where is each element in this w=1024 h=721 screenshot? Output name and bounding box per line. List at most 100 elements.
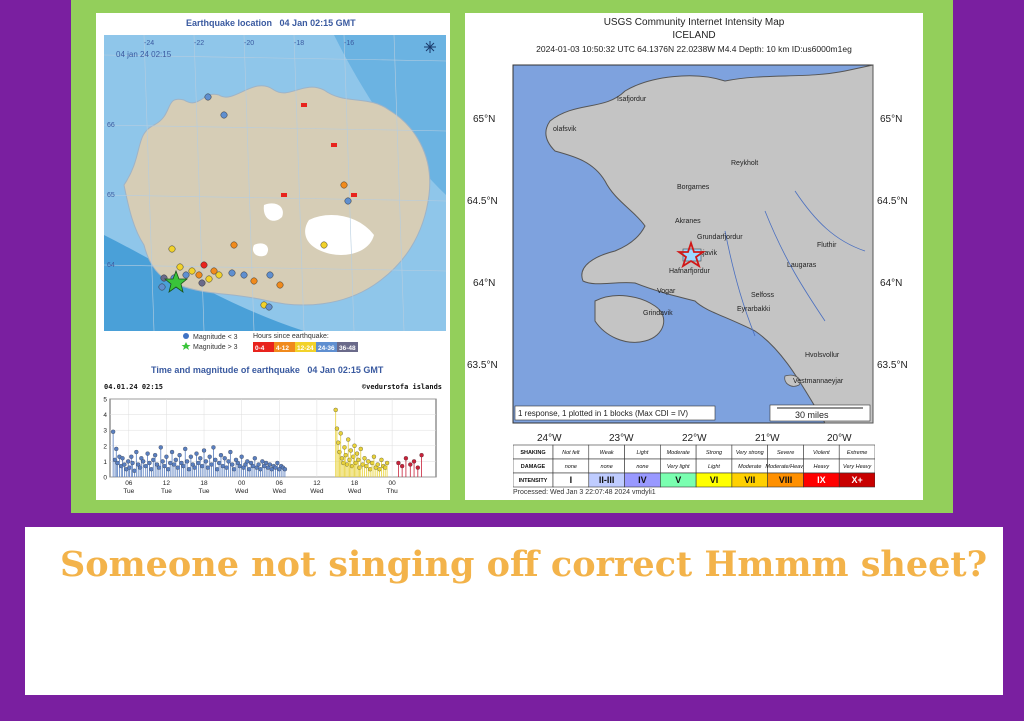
- grid-line: [343, 35, 355, 331]
- chart-x-tick-label: 06: [276, 480, 284, 487]
- chart-point: [408, 462, 413, 467]
- chart-y-tick-label: 4: [103, 412, 107, 419]
- chart-point: [211, 445, 216, 450]
- table-cell-text: none: [636, 464, 648, 470]
- legend-mag-gt: Magnitude > 3: [193, 344, 238, 351]
- map-legend: Magnitude < 3 Magnitude > 3 Hours since …: [181, 333, 358, 352]
- earthquake-marker: [205, 275, 213, 283]
- lat-label: 64.5°N: [877, 196, 908, 207]
- earthquake-marker: [344, 197, 352, 205]
- chart-point: [343, 453, 348, 458]
- earthquake-marker: [188, 267, 196, 275]
- chart-point: [245, 459, 250, 464]
- earthquake-marker: [320, 241, 328, 249]
- chart-point: [252, 456, 257, 461]
- map-title-row: Earthquake location 04 Jan 02:15 GMT: [186, 18, 356, 28]
- chart-point: [216, 460, 222, 466]
- intensity-scale-table: SHAKING DAMAGE INTENSITY Not felt none I Weak n…: [513, 444, 875, 488]
- table-cell-text: IV: [638, 475, 647, 485]
- deep-ocean-south: [104, 235, 304, 331]
- earthquake-marker: [200, 261, 208, 269]
- lat-label: 64°N: [880, 278, 902, 289]
- chart-x-tick-day: Wed: [310, 488, 324, 495]
- chart-point: [263, 460, 269, 466]
- chart-point: [152, 453, 158, 458]
- earthquake-marker: [204, 93, 212, 101]
- chart-point: [198, 456, 203, 461]
- chart-point: [169, 449, 175, 455]
- chart-point: [222, 456, 227, 461]
- earthquake-marker: [230, 241, 238, 249]
- table-cell-text: Violent: [813, 450, 830, 456]
- table-cell-text: Moderate/Heavy: [765, 464, 807, 470]
- chart-point: [201, 448, 207, 453]
- chart-y-tick-label: 2: [103, 443, 107, 450]
- response-note-box: [514, 405, 716, 421]
- chart-point: [215, 467, 220, 472]
- chart-y-tick-label: 0: [103, 475, 107, 482]
- lon-label: -18: [294, 40, 304, 47]
- table-cell-text: none: [601, 464, 613, 470]
- chart-point: [334, 426, 340, 431]
- hours-bin-label: 4-12: [276, 345, 289, 352]
- chart-point: [354, 451, 360, 456]
- table-cell-text: II-III: [599, 475, 615, 485]
- response-note: 1 response, 1 plotted in 1 blocks (Max C…: [518, 409, 688, 418]
- hours-bin-label: 24-36: [318, 345, 335, 352]
- chart-point: [369, 460, 375, 466]
- chart-point: [339, 456, 345, 461]
- chart-point: [333, 407, 338, 413]
- chart-title: Time and magnitude of earthquake: [151, 365, 300, 375]
- glacier-myrdalsjokull: [252, 243, 269, 257]
- chart-point: [141, 459, 146, 464]
- table-cell-text: Light: [708, 464, 720, 470]
- place-label: Hafnarfjordur: [669, 268, 711, 275]
- chart-point: [239, 454, 244, 459]
- table-cell-text: Very Heavy: [843, 464, 872, 470]
- grid-line: [393, 35, 405, 331]
- chart-point: [231, 467, 237, 472]
- chart-point: [147, 460, 152, 466]
- lat-grid-right: 65°N 64.5°N 64°N 63.5°N: [877, 114, 908, 371]
- earthquake-marker: [176, 263, 184, 271]
- place-labels: Isafjordur olafsvik Reykholt Borgarnes A…: [553, 96, 844, 385]
- hours-bin-label: 36-48: [339, 345, 356, 352]
- chart-point: [415, 465, 420, 470]
- earthquake-marker: [198, 279, 206, 287]
- chart-point: [213, 457, 218, 462]
- earthquake-marker: [340, 181, 348, 189]
- scale-label: 30 miles: [795, 410, 829, 420]
- place-label: Fluthir: [817, 242, 837, 249]
- chart-y-tick-label: 1: [103, 459, 107, 466]
- table-cell-text: Weak: [600, 450, 614, 456]
- table-cell-text: Not felt: [562, 450, 580, 456]
- table-cell-text: Very light: [667, 464, 690, 470]
- map-lat-labels: 66 65 64: [107, 122, 115, 269]
- chart-point: [346, 437, 351, 442]
- chart-point: [383, 465, 388, 470]
- lat-label: 64: [107, 262, 115, 269]
- chart-point: [132, 468, 137, 473]
- place-label: Reykholt: [731, 160, 758, 167]
- chart-point: [166, 467, 171, 472]
- magnitude-star-icon: [181, 342, 191, 350]
- chart-x-tick-label: 12: [163, 480, 171, 487]
- chart-x-tick-label: 12: [313, 480, 321, 487]
- chart-point: [267, 462, 273, 467]
- table-row-label: DAMAGE: [521, 464, 546, 470]
- chart-point: [364, 463, 369, 469]
- chart-point: [149, 467, 154, 472]
- chart-point: [226, 459, 231, 464]
- table-cell-text: V: [675, 475, 681, 485]
- chart-point: [183, 446, 188, 452]
- land-west-iceland: [545, 64, 874, 424]
- map-lon-labels: -24 -22 -20 -18 -16: [144, 40, 354, 47]
- earthquake-marker: [276, 281, 284, 289]
- chart-point: [282, 467, 288, 472]
- lon-label: -16: [344, 40, 354, 47]
- lon-label: 24°W: [537, 433, 562, 444]
- iceland-landmass: [123, 85, 431, 306]
- map-stamp: 04 jan 24 02:15: [116, 50, 172, 59]
- land-reykjanes: [594, 295, 665, 343]
- chart-x-tick-label: 18: [351, 480, 359, 487]
